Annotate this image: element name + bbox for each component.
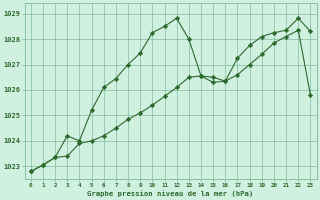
X-axis label: Graphe pression niveau de la mer (hPa): Graphe pression niveau de la mer (hPa) — [87, 190, 254, 197]
